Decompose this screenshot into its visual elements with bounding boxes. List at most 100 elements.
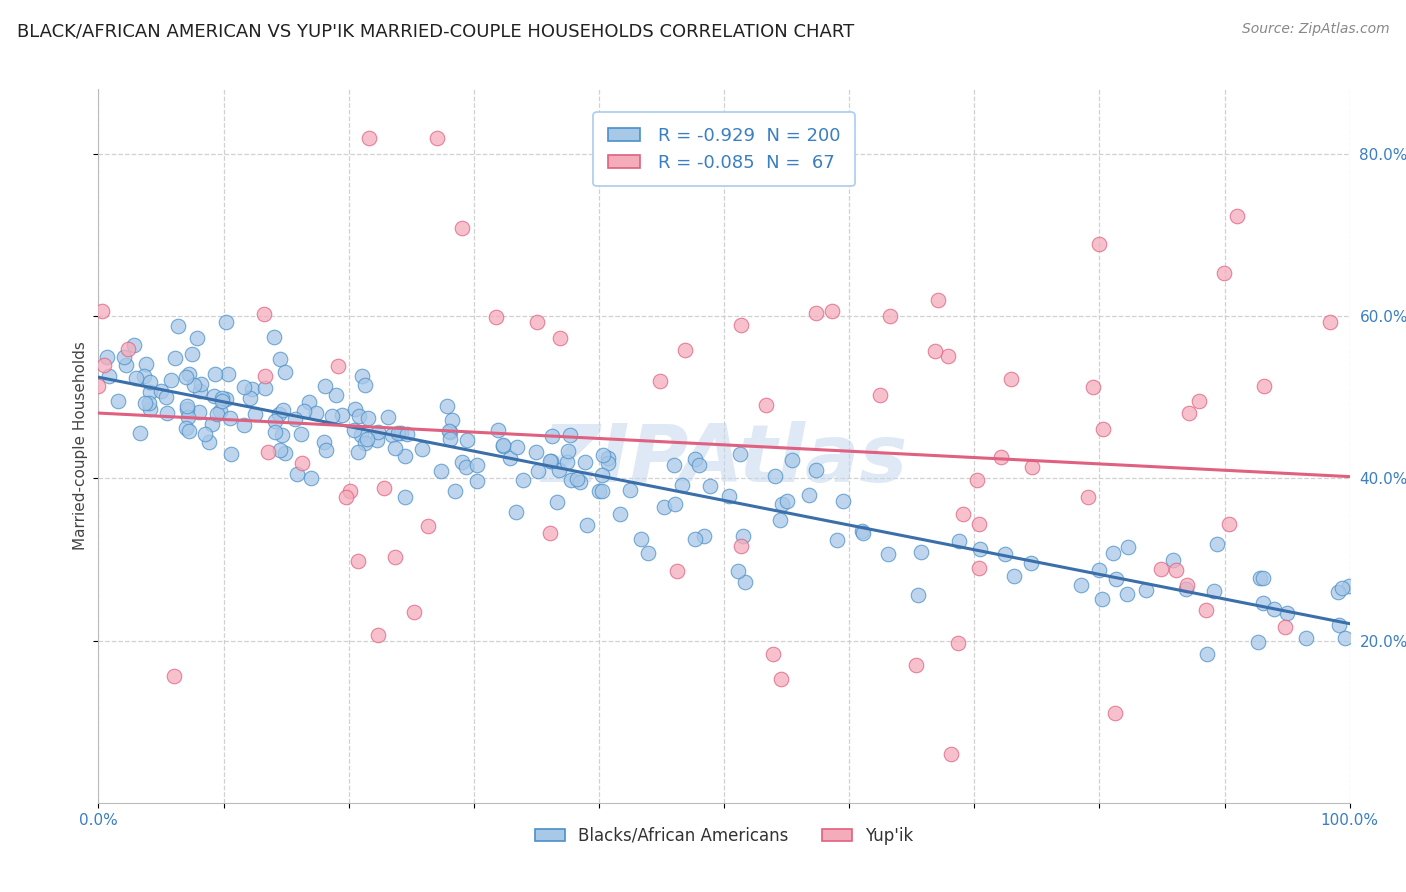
Point bbox=[609, 507, 631, 521]
Point bbox=[353, 435, 375, 450]
Point bbox=[91, 304, 114, 318]
Point bbox=[339, 483, 361, 498]
Point bbox=[1164, 563, 1187, 577]
Point bbox=[574, 455, 596, 469]
Point bbox=[387, 426, 409, 441]
Point bbox=[831, 494, 853, 508]
Point bbox=[128, 426, 150, 441]
Point bbox=[87, 379, 110, 393]
Point bbox=[804, 306, 827, 320]
Point bbox=[357, 411, 380, 425]
Point bbox=[852, 526, 875, 541]
Point bbox=[188, 384, 211, 398]
Point bbox=[910, 545, 932, 559]
Point bbox=[350, 427, 373, 442]
Point bbox=[1263, 602, 1285, 616]
Point bbox=[936, 349, 959, 363]
Point bbox=[315, 442, 337, 457]
Point bbox=[292, 403, 315, 417]
Point bbox=[1135, 583, 1157, 598]
Point bbox=[314, 379, 336, 393]
Point bbox=[208, 404, 231, 418]
Point bbox=[381, 427, 404, 442]
Point bbox=[384, 549, 406, 564]
Point bbox=[271, 403, 294, 417]
Point bbox=[96, 351, 118, 365]
Point bbox=[430, 464, 453, 478]
Point bbox=[619, 483, 641, 498]
Point bbox=[879, 309, 901, 323]
Point bbox=[770, 497, 793, 511]
Point bbox=[727, 564, 749, 578]
Point bbox=[155, 391, 177, 405]
Point bbox=[97, 368, 120, 383]
Point bbox=[301, 471, 323, 485]
Point bbox=[285, 467, 308, 482]
Point bbox=[304, 406, 326, 420]
Point bbox=[132, 368, 155, 383]
Point bbox=[396, 427, 419, 442]
Point bbox=[359, 131, 381, 145]
Point bbox=[1116, 587, 1139, 601]
Point bbox=[1070, 578, 1092, 592]
Point bbox=[426, 131, 449, 145]
Point bbox=[927, 293, 949, 307]
Point bbox=[269, 352, 291, 367]
Point bbox=[418, 518, 440, 533]
Point bbox=[1218, 516, 1240, 531]
Point bbox=[93, 358, 115, 372]
Point bbox=[187, 405, 209, 419]
Point bbox=[524, 444, 547, 458]
Point bbox=[204, 368, 226, 382]
Point bbox=[117, 342, 139, 356]
Point bbox=[138, 396, 160, 410]
Point bbox=[540, 429, 562, 443]
Point bbox=[485, 310, 508, 324]
Point bbox=[284, 412, 307, 426]
Point bbox=[122, 338, 145, 352]
Point bbox=[211, 393, 233, 408]
Point bbox=[540, 453, 562, 467]
Point bbox=[217, 368, 239, 382]
Point bbox=[548, 331, 571, 345]
Point bbox=[437, 425, 460, 439]
Point bbox=[492, 439, 515, 453]
Point bbox=[1206, 536, 1229, 550]
Point bbox=[1249, 571, 1271, 585]
Point bbox=[263, 414, 285, 428]
Point bbox=[969, 541, 991, 556]
Point bbox=[124, 371, 146, 385]
Point bbox=[176, 399, 198, 413]
Point bbox=[467, 475, 489, 489]
Point bbox=[354, 378, 377, 392]
Point bbox=[389, 425, 412, 440]
Point bbox=[966, 473, 988, 487]
Point bbox=[770, 672, 793, 686]
Point bbox=[344, 402, 367, 417]
Point bbox=[734, 574, 756, 589]
Point bbox=[1253, 379, 1275, 393]
Point bbox=[377, 410, 399, 425]
Point bbox=[394, 449, 416, 463]
Point bbox=[486, 424, 509, 438]
Point bbox=[1077, 491, 1099, 505]
Point bbox=[269, 442, 291, 457]
Point bbox=[347, 409, 370, 423]
Point bbox=[560, 427, 582, 442]
Point bbox=[576, 517, 599, 532]
Point bbox=[1161, 553, 1184, 567]
Point bbox=[588, 483, 610, 498]
Point bbox=[174, 421, 197, 435]
Point bbox=[243, 407, 266, 421]
Point bbox=[693, 528, 716, 542]
Point bbox=[326, 359, 349, 373]
Point bbox=[592, 483, 614, 498]
Point bbox=[298, 395, 321, 409]
Point bbox=[135, 357, 157, 371]
Point bbox=[321, 409, 343, 423]
Point bbox=[180, 347, 202, 361]
Point bbox=[851, 524, 873, 538]
Point bbox=[194, 426, 217, 441]
Point bbox=[219, 447, 242, 461]
Point bbox=[190, 377, 212, 392]
